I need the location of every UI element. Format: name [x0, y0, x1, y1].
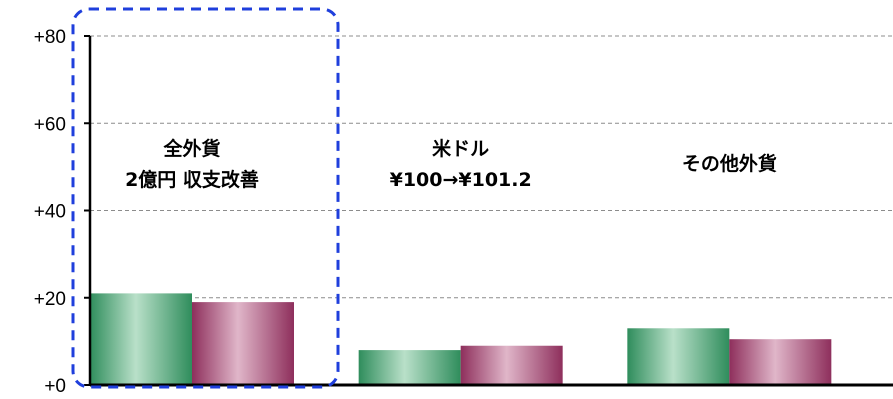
category-label: その他外貨 — [682, 152, 777, 175]
category-label: ¥100→¥101.2 — [390, 169, 532, 191]
y-tick-label: +20 — [34, 289, 66, 310]
bar-series-2-2 — [460, 345, 563, 385]
category-label: 米ドル — [432, 137, 489, 160]
bar-series-1-2 — [358, 350, 461, 385]
y-tick-label: +60 — [34, 114, 66, 135]
bar-series-1-3 — [627, 328, 730, 385]
labels: +0 +20 +40 +60 +80 全外貨 2億円 収支改善 米ドル ¥100→¥101.2 そ… — [34, 27, 777, 397]
bar-series-1-1 — [90, 293, 192, 385]
gridlines — [90, 35, 893, 299]
y-tick-label: +0 — [44, 376, 66, 397]
category-label: 全外貨 — [162, 137, 220, 160]
y-tick-label: +80 — [34, 27, 66, 48]
bar-series-2-3 — [729, 339, 832, 385]
y-tick-label: +40 — [34, 202, 66, 223]
bars — [90, 293, 832, 385]
bar-series-2-1 — [192, 302, 294, 385]
axes — [84, 35, 893, 387]
highlight-box — [71, 7, 340, 389]
category-label: 2億円 収支改善 — [125, 168, 259, 191]
highlight — [71, 7, 340, 389]
